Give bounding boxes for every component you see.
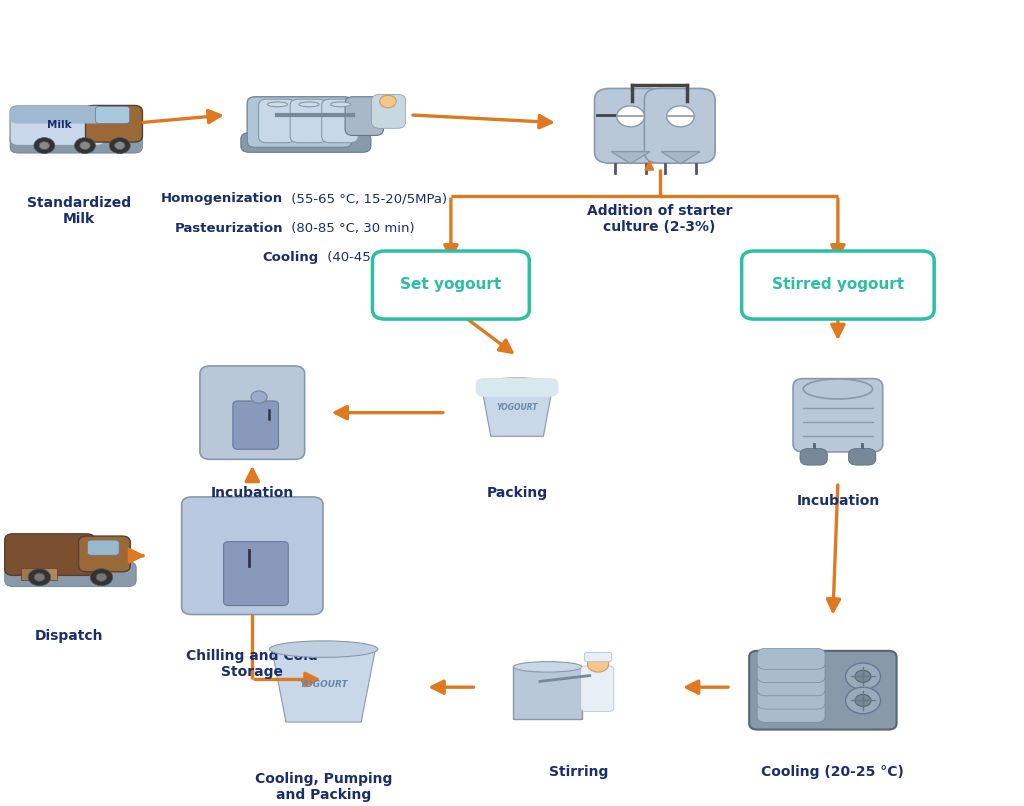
FancyBboxPatch shape bbox=[741, 251, 934, 319]
Text: Cooling: Cooling bbox=[262, 251, 318, 264]
FancyBboxPatch shape bbox=[800, 448, 827, 465]
Circle shape bbox=[110, 138, 130, 153]
Circle shape bbox=[251, 391, 267, 403]
FancyBboxPatch shape bbox=[644, 89, 715, 163]
FancyBboxPatch shape bbox=[223, 542, 288, 605]
Text: Chilling and Cold
Storage: Chilling and Cold Storage bbox=[186, 649, 318, 679]
Circle shape bbox=[80, 142, 90, 150]
Circle shape bbox=[855, 671, 871, 683]
Ellipse shape bbox=[803, 379, 872, 399]
Text: Cooling (20-25 °C): Cooling (20-25 °C) bbox=[762, 765, 904, 779]
FancyBboxPatch shape bbox=[373, 251, 529, 319]
FancyBboxPatch shape bbox=[372, 94, 406, 128]
Circle shape bbox=[96, 573, 106, 581]
FancyBboxPatch shape bbox=[757, 649, 825, 669]
Text: Incubation: Incubation bbox=[797, 494, 880, 508]
FancyBboxPatch shape bbox=[79, 536, 130, 571]
Circle shape bbox=[90, 569, 113, 586]
Circle shape bbox=[855, 695, 871, 707]
FancyBboxPatch shape bbox=[585, 652, 611, 662]
Text: Stirring: Stirring bbox=[549, 765, 608, 779]
Text: Incubation: Incubation bbox=[211, 486, 294, 500]
Circle shape bbox=[34, 573, 45, 581]
Ellipse shape bbox=[267, 102, 288, 106]
FancyBboxPatch shape bbox=[757, 701, 825, 722]
FancyBboxPatch shape bbox=[232, 401, 279, 449]
Text: (55-65 °C, 15-20/5MPa): (55-65 °C, 15-20/5MPa) bbox=[287, 193, 447, 206]
FancyBboxPatch shape bbox=[259, 99, 295, 143]
Ellipse shape bbox=[477, 378, 557, 389]
FancyBboxPatch shape bbox=[290, 99, 327, 143]
Circle shape bbox=[29, 569, 50, 586]
FancyBboxPatch shape bbox=[794, 379, 883, 452]
Circle shape bbox=[39, 142, 49, 150]
Ellipse shape bbox=[331, 102, 350, 106]
Ellipse shape bbox=[269, 641, 378, 658]
Circle shape bbox=[667, 106, 694, 127]
Text: (40-45 °C): (40-45 °C) bbox=[323, 251, 395, 264]
FancyBboxPatch shape bbox=[5, 534, 95, 575]
Text: Addition of starter
culture (2-3%): Addition of starter culture (2-3%) bbox=[587, 204, 732, 234]
Circle shape bbox=[588, 656, 608, 672]
Text: Dispatch: Dispatch bbox=[35, 629, 103, 643]
FancyBboxPatch shape bbox=[41, 568, 57, 580]
FancyBboxPatch shape bbox=[581, 666, 613, 712]
FancyBboxPatch shape bbox=[10, 106, 104, 123]
Circle shape bbox=[380, 95, 396, 108]
FancyBboxPatch shape bbox=[87, 540, 119, 555]
Polygon shape bbox=[481, 384, 553, 436]
Polygon shape bbox=[611, 152, 650, 164]
Circle shape bbox=[75, 138, 95, 153]
FancyBboxPatch shape bbox=[595, 89, 666, 163]
FancyBboxPatch shape bbox=[757, 688, 825, 709]
Text: YOGOURT: YOGOURT bbox=[497, 403, 538, 412]
Ellipse shape bbox=[513, 662, 582, 672]
FancyBboxPatch shape bbox=[20, 568, 38, 580]
FancyBboxPatch shape bbox=[10, 106, 104, 146]
Circle shape bbox=[115, 142, 125, 150]
FancyBboxPatch shape bbox=[200, 366, 305, 459]
Polygon shape bbox=[513, 667, 582, 719]
FancyBboxPatch shape bbox=[849, 448, 876, 465]
FancyBboxPatch shape bbox=[322, 99, 358, 143]
Polygon shape bbox=[271, 649, 376, 722]
FancyBboxPatch shape bbox=[181, 497, 323, 614]
Text: Homogenization: Homogenization bbox=[161, 193, 283, 206]
Polygon shape bbox=[662, 152, 699, 164]
FancyBboxPatch shape bbox=[345, 97, 383, 135]
FancyBboxPatch shape bbox=[5, 562, 136, 587]
FancyBboxPatch shape bbox=[241, 133, 371, 152]
Ellipse shape bbox=[299, 102, 319, 106]
Text: (80-85 °C, 30 min): (80-85 °C, 30 min) bbox=[287, 222, 415, 235]
FancyBboxPatch shape bbox=[757, 675, 825, 696]
FancyBboxPatch shape bbox=[476, 378, 558, 397]
FancyBboxPatch shape bbox=[757, 662, 825, 683]
FancyBboxPatch shape bbox=[247, 97, 352, 147]
Text: Pasteurization: Pasteurization bbox=[174, 222, 283, 235]
FancyBboxPatch shape bbox=[750, 650, 897, 729]
Text: YOGOURT: YOGOURT bbox=[299, 679, 348, 688]
Circle shape bbox=[34, 138, 54, 153]
Circle shape bbox=[616, 106, 644, 127]
Text: Stirred yogourt: Stirred yogourt bbox=[772, 276, 904, 292]
FancyBboxPatch shape bbox=[86, 106, 142, 142]
Text: Packing: Packing bbox=[486, 486, 548, 500]
Circle shape bbox=[846, 663, 881, 690]
FancyBboxPatch shape bbox=[10, 132, 142, 153]
Text: Set yogourt: Set yogourt bbox=[400, 276, 502, 292]
Circle shape bbox=[846, 688, 881, 714]
Text: Milk: Milk bbox=[46, 120, 71, 130]
Text: Standardized
Milk: Standardized Milk bbox=[27, 196, 131, 226]
Text: Cooling, Pumping
and Packing: Cooling, Pumping and Packing bbox=[255, 772, 392, 803]
FancyBboxPatch shape bbox=[95, 106, 130, 123]
